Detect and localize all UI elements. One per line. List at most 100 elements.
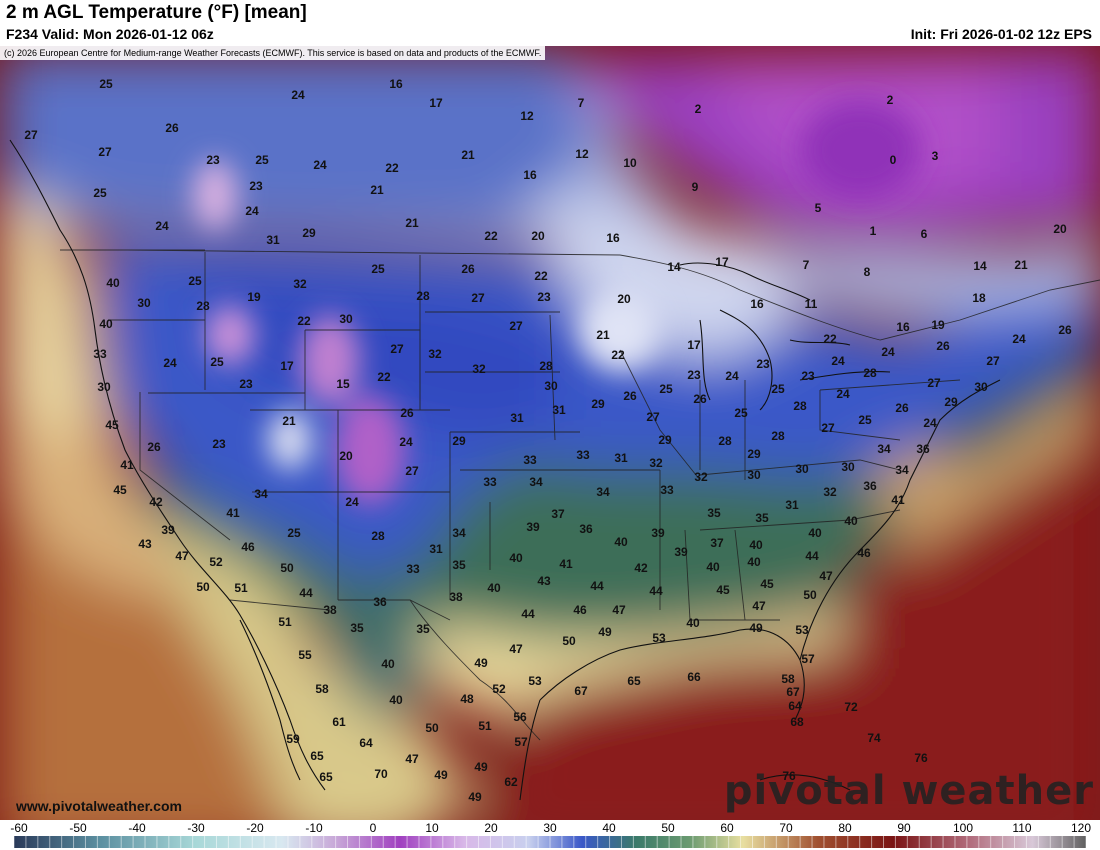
temperature-label: 74 bbox=[867, 731, 881, 745]
temperature-label: 35 bbox=[707, 506, 721, 520]
temperature-label: 32 bbox=[649, 456, 663, 470]
temperature-label: 24 bbox=[1012, 332, 1026, 346]
temperature-label: 43 bbox=[138, 537, 152, 551]
temperature-label: 28 bbox=[863, 366, 877, 380]
temperature-label: 33 bbox=[523, 453, 537, 467]
temperature-label: 27 bbox=[390, 342, 404, 356]
temperature-label: 31 bbox=[552, 403, 566, 417]
website-link[interactable]: www.pivotalweather.com bbox=[16, 798, 182, 814]
temperature-label: 40 bbox=[487, 581, 501, 595]
temperature-label: 16 bbox=[606, 231, 620, 245]
temperature-label: 50 bbox=[562, 634, 576, 648]
temperature-label: 57 bbox=[514, 735, 528, 749]
temperature-label: 41 bbox=[226, 506, 240, 520]
temperature-label: 46 bbox=[857, 546, 871, 560]
temperature-label: 43 bbox=[537, 574, 551, 588]
temperature-label: 53 bbox=[795, 623, 809, 637]
colorbar-tick-label: 100 bbox=[952, 821, 974, 835]
temperature-label: 27 bbox=[927, 376, 941, 390]
temperature-label: 34 bbox=[529, 475, 543, 489]
coastlines bbox=[9, 139, 1001, 801]
temperature-label: 49 bbox=[468, 790, 482, 804]
temperature-label: 47 bbox=[405, 752, 419, 766]
temperature-label: 35 bbox=[416, 622, 430, 636]
temperature-label: 42 bbox=[634, 561, 648, 575]
temperature-label: 25 bbox=[210, 355, 224, 369]
temperature-label: 52 bbox=[209, 555, 223, 569]
temperature-label: 56 bbox=[513, 710, 527, 724]
temperature-label: 57 bbox=[801, 652, 815, 666]
temperature-label: 12 bbox=[575, 147, 589, 161]
temperature-label: 34 bbox=[452, 526, 466, 540]
state-borders bbox=[60, 249, 1100, 741]
temperature-label: 40 bbox=[509, 551, 523, 565]
temperature-label: 65 bbox=[310, 749, 324, 763]
temperature-label: 27 bbox=[821, 421, 835, 435]
temperature-label: 47 bbox=[752, 599, 766, 613]
temperature-label: 45 bbox=[105, 418, 119, 432]
temperature-label: 23 bbox=[249, 179, 263, 193]
temperature-label: 24 bbox=[836, 387, 850, 401]
colorbar-tick-label: 80 bbox=[838, 821, 852, 835]
temperature-label: 28 bbox=[196, 299, 210, 313]
temperature-label: 53 bbox=[652, 631, 666, 645]
temperature-label: 50 bbox=[425, 721, 439, 735]
temperature-label: 50 bbox=[280, 561, 294, 575]
colorbar-tick-label: -10 bbox=[305, 821, 323, 835]
temperature-label: 22 bbox=[377, 370, 391, 384]
temperature-label: 27 bbox=[405, 464, 419, 478]
temperature-label: 22 bbox=[297, 314, 311, 328]
temperature-label: 25 bbox=[659, 382, 673, 396]
temperature-label: 35 bbox=[350, 621, 364, 635]
temperature-map[interactable]: 25 16 24 17 7 2 2 12 27 26 27 23 25 24 22 21 12 10 0 3 16 23 2… bbox=[0, 46, 1100, 820]
temperature-label: 47 bbox=[509, 642, 523, 656]
temperature-label: 25 bbox=[287, 526, 301, 540]
temperature-label: 14 bbox=[667, 260, 681, 274]
temperature-label: 26 bbox=[693, 392, 707, 406]
temperature-label: 21 bbox=[370, 183, 384, 197]
copyright-notice: (c) 2026 European Centre for Medium-rang… bbox=[0, 46, 546, 60]
temperature-label: 32 bbox=[428, 347, 442, 361]
temperature-label: 51 bbox=[234, 581, 248, 595]
temperature-label: 23 bbox=[801, 369, 815, 383]
temperature-label: 27 bbox=[646, 410, 660, 424]
temperature-label: 29 bbox=[302, 226, 316, 240]
temperature-label: 25 bbox=[371, 262, 385, 276]
temperature-label: 47 bbox=[819, 569, 833, 583]
temperature-label: 21 bbox=[405, 216, 419, 230]
temperature-label: 26 bbox=[1058, 323, 1072, 337]
temperature-label: 1 bbox=[870, 224, 877, 238]
temperature-label: 30 bbox=[339, 312, 353, 326]
temperature-label: 26 bbox=[400, 406, 414, 420]
temperature-label: 27 bbox=[986, 354, 1000, 368]
temperature-label: 39 bbox=[161, 523, 175, 537]
temperature-label: 25 bbox=[771, 382, 785, 396]
temperature-label: 24 bbox=[313, 158, 327, 172]
temperature-label: 44 bbox=[649, 584, 663, 598]
temperature-label: 76 bbox=[914, 751, 928, 765]
temperature-label: 30 bbox=[974, 380, 988, 394]
temperature-label: 45 bbox=[760, 577, 774, 591]
temperature-label: 44 bbox=[590, 579, 604, 593]
temperature-label: 41 bbox=[559, 557, 573, 571]
temperature-label: 28 bbox=[416, 289, 430, 303]
temperature-label: 26 bbox=[165, 121, 179, 135]
temperature-label: 67 bbox=[786, 685, 800, 699]
temperature-label: 18 bbox=[972, 291, 986, 305]
temperature-label: 24 bbox=[155, 219, 169, 233]
temperature-label: 49 bbox=[434, 768, 448, 782]
temperature-label: 44 bbox=[299, 586, 313, 600]
temperature-label: 20 bbox=[1053, 222, 1067, 236]
colorbar-tick-label: 10 bbox=[425, 821, 439, 835]
colorbar-tick-label: 120 bbox=[1070, 821, 1092, 835]
temperature-label: 59 bbox=[286, 732, 300, 746]
temperature-label: 30 bbox=[841, 460, 855, 474]
temperature-label: 20 bbox=[617, 292, 631, 306]
temperature-label: 28 bbox=[793, 399, 807, 413]
temperature-label: 39 bbox=[526, 520, 540, 534]
temperature-label: 25 bbox=[255, 153, 269, 167]
temperature-label: 2 bbox=[695, 102, 702, 116]
temperature-label: 35 bbox=[755, 511, 769, 525]
temperature-label: 17 bbox=[280, 359, 294, 373]
